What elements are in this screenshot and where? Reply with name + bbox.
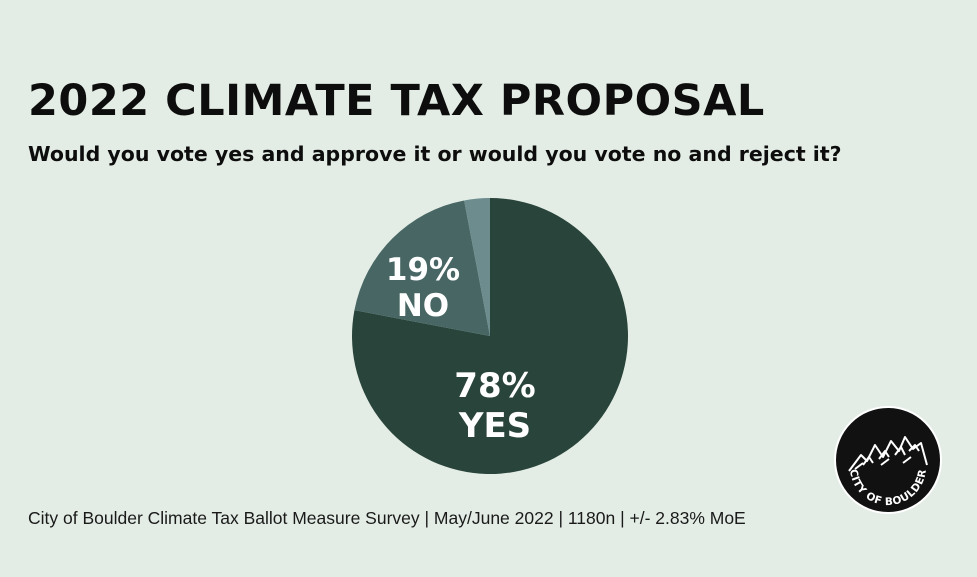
mountain-flatirons-icon	[848, 436, 928, 472]
city-of-boulder-logo: CITY OF BOULDER	[834, 406, 942, 514]
slice-value-label-yes: 78%	[454, 366, 535, 406]
pie-slice-no	[354, 200, 490, 336]
slice-value-label-no: 19%	[386, 252, 460, 288]
slice-category-label-no: NO	[397, 288, 449, 324]
page-subtitle: Would you vote yes and approve it or wou…	[28, 142, 842, 166]
pie-slice-other-2	[464, 198, 490, 336]
page-title: 2022 CLIMATE TAX PROPOSAL	[28, 76, 765, 126]
survey-footnote: City of Boulder Climate Tax Ballot Measu…	[28, 508, 746, 528]
pie-chart: 78% YES 19% NO	[352, 198, 628, 474]
slice-category-label-yes: YES	[458, 406, 531, 446]
